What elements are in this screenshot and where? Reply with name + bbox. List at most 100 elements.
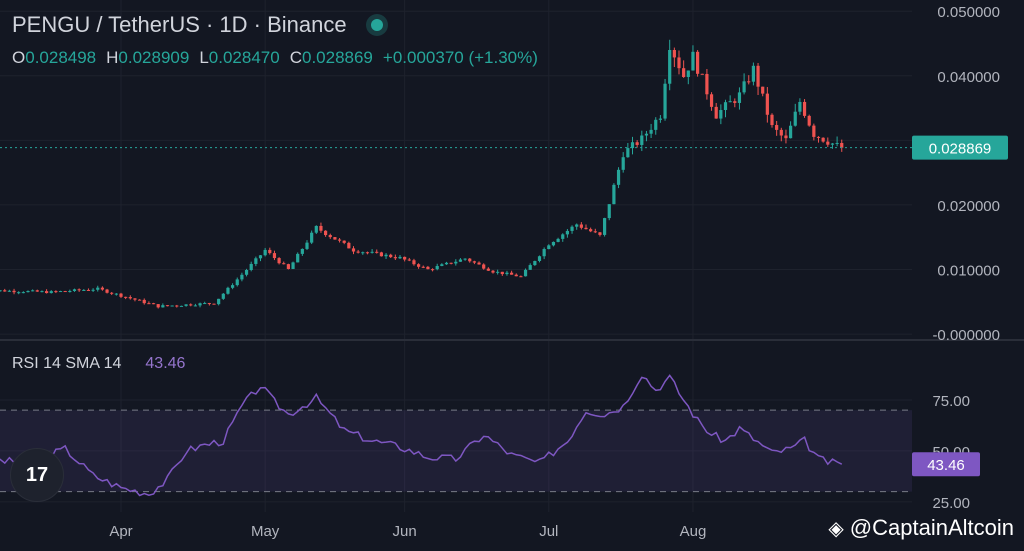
candle-body xyxy=(570,226,574,231)
candle-body xyxy=(142,299,146,304)
candle-body xyxy=(258,255,263,259)
candle-body xyxy=(161,305,165,308)
candle-body xyxy=(40,291,44,293)
candle-body xyxy=(654,119,658,130)
candle-body xyxy=(282,263,286,265)
candle-body xyxy=(514,274,518,277)
candle-body xyxy=(277,258,281,264)
candle-body xyxy=(100,287,104,290)
candle-body xyxy=(319,225,323,231)
rsi-legend[interactable]: RSI 14 SMA 14 43.46 xyxy=(12,355,185,373)
time-tick-label: May xyxy=(251,523,280,540)
candle-body xyxy=(519,276,523,278)
candle-body xyxy=(12,290,16,293)
candle-body xyxy=(361,252,365,254)
candle-body xyxy=(0,290,2,292)
candle-body xyxy=(49,291,53,294)
candle-body xyxy=(756,65,760,87)
candle-body xyxy=(491,270,495,273)
candle-body xyxy=(35,290,39,292)
candle-body xyxy=(579,224,583,228)
candle-body xyxy=(86,289,91,291)
candle-body xyxy=(240,274,244,280)
candle-body xyxy=(812,125,816,137)
candle-body xyxy=(314,225,318,233)
candle-body xyxy=(72,289,77,292)
candle-body xyxy=(700,73,704,75)
candle-body xyxy=(379,252,383,257)
candle-body xyxy=(226,287,230,294)
ohlc-change: +0.000370 (+1.30%) xyxy=(382,48,538,67)
candle-body xyxy=(584,227,588,230)
candle-body xyxy=(793,111,797,126)
candle-body xyxy=(324,230,328,236)
candle-body xyxy=(612,184,616,205)
time-axis[interactable]: Apr May Jun Jul Aug xyxy=(109,523,706,540)
candle-body xyxy=(444,262,449,265)
candle-body xyxy=(626,148,630,158)
candle-body xyxy=(231,285,235,288)
candle-body xyxy=(398,256,402,259)
candle-body xyxy=(17,292,21,294)
candle-body xyxy=(235,279,239,286)
candle-body xyxy=(356,251,360,253)
rsi-last-badge xyxy=(912,452,980,477)
candle-body xyxy=(138,299,142,301)
candle-body xyxy=(347,242,351,249)
candle-body xyxy=(682,68,686,77)
rsi-last-badge-label: 43.46 xyxy=(927,457,965,474)
candle-body xyxy=(7,290,11,292)
candle-body xyxy=(440,264,444,266)
candle-body xyxy=(58,291,63,293)
candle-body xyxy=(486,268,490,271)
candle-body xyxy=(468,258,472,262)
candle-body xyxy=(151,303,156,305)
candle-body xyxy=(170,305,174,307)
candle-body xyxy=(133,298,137,300)
candle-body xyxy=(742,81,746,93)
candle-body xyxy=(393,257,397,259)
candle-body xyxy=(719,110,723,119)
candle-body xyxy=(533,260,537,266)
candle-body xyxy=(565,230,569,235)
last-price-badge xyxy=(912,135,1008,160)
candle-body xyxy=(21,292,25,294)
candle-body xyxy=(668,50,672,84)
candle-body xyxy=(244,269,249,275)
candle-body xyxy=(826,141,830,145)
candle-body xyxy=(751,65,755,82)
candle-body xyxy=(551,241,556,246)
candle-body xyxy=(705,73,709,95)
candle-body xyxy=(421,266,425,268)
candle-body xyxy=(686,70,690,77)
candle-body xyxy=(575,224,579,227)
price-axis[interactable]: 0.0500000.0400000.0300000.0200000.010000… xyxy=(912,4,1008,344)
tradingview-logo-icon[interactable]: 17 xyxy=(10,448,64,502)
candle-body xyxy=(54,291,58,293)
candle-body xyxy=(305,242,309,249)
candle-body xyxy=(3,290,7,292)
price-tick-label: 0.020000 xyxy=(937,198,1000,215)
candle-body xyxy=(310,232,314,243)
ohlc-close: C0.028869 xyxy=(289,48,373,67)
candle-body xyxy=(119,293,123,297)
candle-body xyxy=(802,101,807,116)
candle-body xyxy=(477,262,481,265)
candle-body xyxy=(179,305,184,307)
symbol-title[interactable]: PENGU / TetherUS · 1D · Binance xyxy=(12,12,347,37)
candle-body xyxy=(672,50,676,58)
candle-body xyxy=(91,289,95,291)
candle-body xyxy=(156,304,160,308)
candle-body xyxy=(463,258,467,260)
candle-body xyxy=(830,143,835,145)
candle-body xyxy=(765,93,769,115)
candle-body xyxy=(221,293,225,299)
candle-body xyxy=(723,102,728,111)
candle-body xyxy=(607,204,611,219)
candle-body xyxy=(337,239,342,241)
candle-body xyxy=(417,264,421,267)
candle-body xyxy=(351,248,356,252)
candle-body xyxy=(217,298,221,305)
